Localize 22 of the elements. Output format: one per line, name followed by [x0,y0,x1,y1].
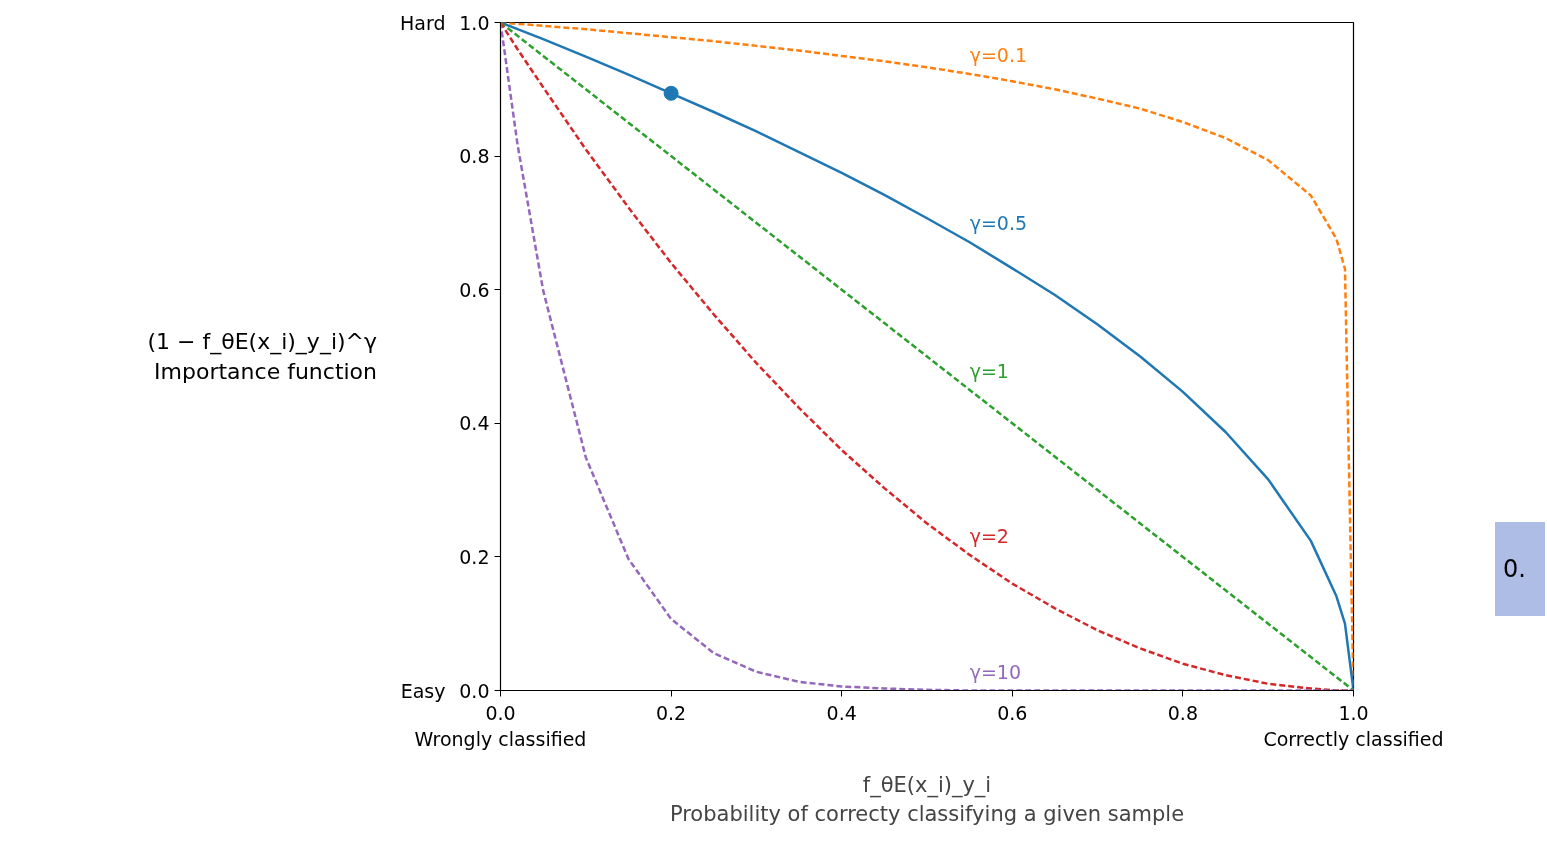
series-label: γ=0.5 [969,212,1028,235]
x-axis-title: f_θE(x_i)_y_i Probability of correcty classifying a given sample [669,772,1185,826]
text: Hard [400,11,446,34]
y-tick-label: 0.0 [459,679,490,702]
y-tick-label: 1.0 [459,11,490,34]
y-tick-label: 0.4 [459,412,490,435]
text: 0. [1503,554,1526,585]
x-tick-label: 0.8 [1167,701,1199,724]
y-axis-title: (1 − f_θE(x_i)_y_i)^γ Importance function [147,329,378,384]
series-label: γ=1 [969,359,1009,382]
x-tick-label: 0.0 Wrongly classified [414,701,587,750]
series-label: γ=2 [969,524,1009,547]
x-tick-label: 0.2 [655,701,687,724]
series-label: γ=0.1 [969,43,1028,66]
x-tick-label: 0.6 [997,701,1028,724]
series-label: γ=10 [969,660,1021,683]
x-tick-label: 1.0 Correctly classified [1263,701,1444,750]
text: Easy [400,679,446,702]
y-tick-label: 0.8 [459,145,490,168]
y-tick-label: 0.6 [459,278,490,301]
x-tick-label: 0.4 [826,701,857,724]
y-tick-label: 0.2 [459,545,490,568]
